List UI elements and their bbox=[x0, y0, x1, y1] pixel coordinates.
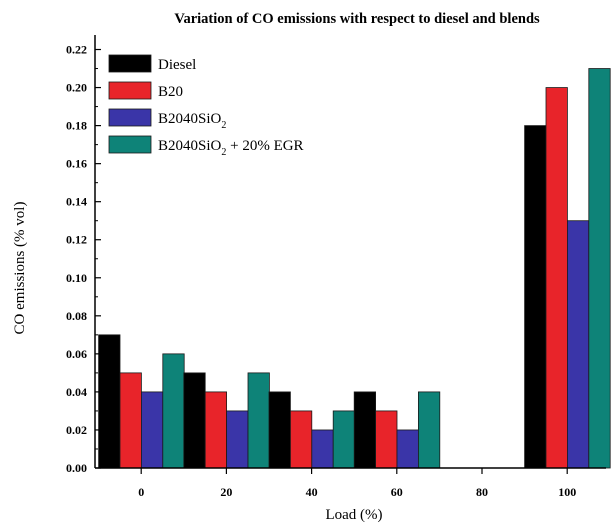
legend-label-1: B20 bbox=[158, 84, 183, 100]
bar-b2040sio2-20-egr-1 bbox=[247, 372, 270, 469]
bar-b2040sio2-20-egr-4 bbox=[588, 68, 611, 469]
y-tick-label: 0.06 bbox=[66, 347, 87, 361]
bar-b2040sio2-4 bbox=[567, 220, 590, 469]
x-tick-label: 60 bbox=[391, 485, 403, 499]
x-tick-label: 100 bbox=[558, 485, 576, 499]
legend: Diesel B20 B2040SiO2 B2040SiO2 + 20% EGR bbox=[108, 54, 304, 158]
legend-swatch-2 bbox=[108, 108, 152, 127]
y-tick-label: 0.22 bbox=[66, 43, 87, 57]
x-tick-label: 40 bbox=[306, 485, 318, 499]
bar-diesel-3 bbox=[353, 391, 377, 469]
y-tick-label: 0.20 bbox=[66, 81, 87, 95]
x-ticks-group: 0 20 40 60 80 100 bbox=[138, 468, 576, 499]
bar-b2040sio2-20-egr-3 bbox=[417, 391, 441, 469]
bar-b20-1 bbox=[204, 391, 227, 469]
bar-b2040sio2-3 bbox=[396, 429, 419, 469]
y-ticks-group: 0.00 0.02 0.04 0.06 0.08 0.10 0.12 0.14 0.16 0.18… bbox=[66, 43, 101, 475]
chart-title: Variation of CO emissions with respect t… bbox=[174, 11, 540, 27]
y-tick-label: 0.14 bbox=[66, 195, 87, 209]
bar-diesel-1 bbox=[183, 372, 206, 469]
legend-label-0: Diesel bbox=[158, 57, 196, 73]
legend-swatch-0 bbox=[108, 54, 152, 73]
x-tick-label: 20 bbox=[220, 485, 232, 499]
legend-label-2: B2040SiO2 bbox=[158, 111, 226, 131]
bar-diesel-2 bbox=[268, 391, 291, 469]
bar-b2040sio2-20-egr-2 bbox=[332, 410, 356, 469]
bar-b2040sio2-2 bbox=[311, 429, 334, 469]
x-tick-label: 80 bbox=[476, 485, 488, 499]
bar-diesel-4 bbox=[524, 125, 547, 469]
y-tick-label: 0.12 bbox=[66, 233, 87, 247]
y-tick-label: 0.08 bbox=[66, 309, 87, 323]
y-tick-label: 0.16 bbox=[66, 157, 87, 171]
x-tick-label: 0 bbox=[138, 485, 144, 499]
bar-b20-3 bbox=[375, 410, 398, 469]
bar-b2040sio2-0 bbox=[140, 391, 164, 469]
y-tick-label: 0.18 bbox=[66, 119, 87, 133]
legend-swatch-3 bbox=[108, 135, 152, 154]
bar-b20-2 bbox=[289, 410, 313, 469]
y-axis-label: CO emissions (% vol) bbox=[12, 202, 28, 335]
bars-group bbox=[98, 68, 611, 469]
y-tick-label: 0.10 bbox=[66, 271, 87, 285]
axes-group bbox=[94, 35, 606, 469]
bar-b20-0 bbox=[119, 372, 142, 469]
y-tick-label: 0.00 bbox=[66, 461, 87, 475]
bar-diesel-0 bbox=[98, 334, 121, 469]
y-tick-label: 0.04 bbox=[66, 385, 87, 399]
y-tick-label: 0.02 bbox=[66, 423, 87, 437]
legend-label-3: B2040SiO2 + 20% EGR bbox=[158, 138, 304, 158]
bar-b2040sio2-20-egr-0 bbox=[162, 353, 185, 469]
legend-swatch-1 bbox=[108, 81, 152, 100]
x-axis-label: Load (%) bbox=[325, 507, 382, 523]
bar-b20-4 bbox=[545, 87, 568, 469]
bar-b2040sio2-1 bbox=[226, 410, 249, 469]
